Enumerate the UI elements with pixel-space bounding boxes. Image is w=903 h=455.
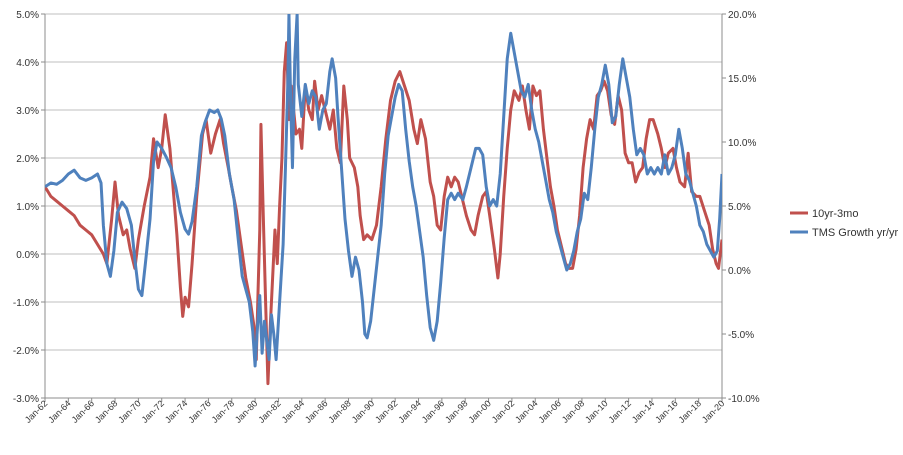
y-right-tick-labels: -10.0% -5.0% 0.0% 5.0% 10.0% 15.0% 20.0% (722, 10, 760, 405)
y-left-tick-label: 5.0% (16, 10, 39, 21)
y-left-tick-labels: -3.0% -2.0% -1.0% 0.0% 1.0% 2.0% 3.0% 4.0% 5.0% (13, 10, 45, 405)
y-right-tick-label: -10.0% (728, 394, 760, 405)
y-right-tick-label: 5.0% (728, 202, 751, 213)
y-right-tick-label: 10.0% (728, 138, 756, 149)
y-right-tick-label: -5.0% (728, 330, 754, 341)
y-left-tick-label: 1.0% (16, 202, 39, 213)
series-line-tms-growth (45, 14, 722, 368)
y-right-tick-label: 15.0% (728, 74, 756, 85)
y-right-tick-label: 20.0% (728, 10, 756, 21)
y-left-tick-label: -2.0% (13, 346, 39, 357)
legend-label: TMS Growth yr/yr (812, 227, 899, 239)
y-left-tick-label: 0.0% (16, 250, 39, 261)
y-left-tick-label: -3.0% (13, 394, 39, 405)
y-left-tick-label: 3.0% (16, 106, 39, 117)
y-left-tick-label: 2.0% (16, 154, 39, 165)
y-right-tick-label: 0.0% (728, 266, 751, 277)
legend: 10yr-3mo TMS Growth yr/yr (790, 208, 899, 239)
y-left-tick-label: 4.0% (16, 58, 39, 69)
legend-label: 10yr-3mo (812, 208, 858, 220)
series-layer (45, 14, 722, 386)
y-left-tick-label: -1.0% (13, 298, 39, 309)
